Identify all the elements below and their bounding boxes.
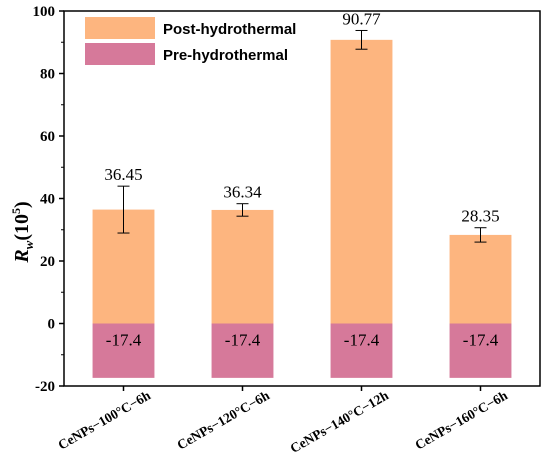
data-label-post: 28.35	[461, 207, 499, 226]
y-tick-label: 20	[40, 254, 55, 270]
y-tick-label: 0	[48, 317, 56, 333]
data-label-post: 36.45	[104, 165, 142, 184]
bar-post-hydrothermal	[211, 209, 274, 324]
bar-pre-hydrothermal	[211, 323, 274, 378]
x-tick-label: CeNPs−140°C−12h	[288, 387, 392, 456]
y-tick-label: -20	[35, 379, 55, 395]
x-tick-label: CeNPs−120°C−6h	[174, 387, 272, 452]
x-tick-label: CeNPs−100°C−6h	[55, 387, 153, 452]
data-label-pre: -17.4	[463, 331, 499, 350]
legend-swatch-pre	[85, 43, 155, 65]
data-label-pre: -17.4	[344, 331, 380, 350]
y-tick-label: 40	[40, 192, 55, 208]
y-axis-label: Rw(105)	[9, 201, 36, 263]
bars-group	[92, 39, 512, 378]
legend-label-pre: Pre-hydrothermal	[163, 47, 288, 64]
bar-post-hydrothermal	[449, 234, 512, 324]
y-tick-label: 60	[40, 129, 55, 145]
bar-pre-hydrothermal	[330, 323, 393, 378]
y-tick-label: 80	[40, 67, 55, 83]
legend-swatch-post	[85, 17, 155, 39]
legend-label-post: Post-hydrothermal	[163, 21, 296, 38]
data-label-pre: -17.4	[225, 331, 261, 350]
bar-pre-hydrothermal	[449, 323, 512, 378]
x-tick-label: CeNPs−160°C−6h	[412, 387, 510, 452]
y-tick-label: 100	[33, 4, 56, 20]
bar-post-hydrothermal	[330, 39, 393, 324]
bar-pre-hydrothermal	[92, 323, 155, 378]
data-label-post: 90.77	[342, 9, 381, 28]
value-labels-group: 36.45 -17.4 36.34 -17.4 90.77 -17.4 28.35 -17.4	[104, 9, 499, 349]
data-label-pre: -17.4	[106, 331, 142, 350]
data-label-post: 36.34	[223, 183, 262, 202]
error-bars-group	[117, 29, 487, 243]
legend: Post-hydrothermal Pre-hydrothermal	[85, 17, 296, 65]
